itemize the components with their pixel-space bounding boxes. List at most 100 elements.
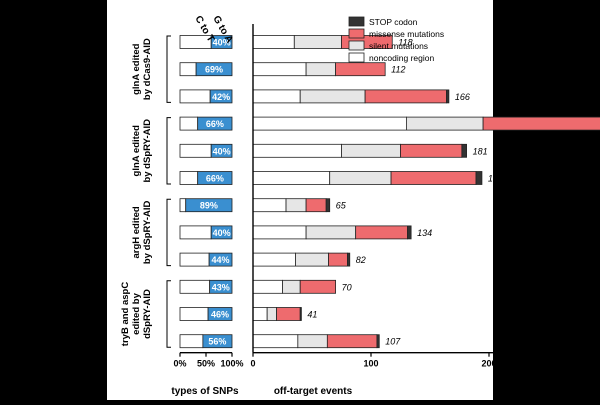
bar-missense (305, 198, 327, 213)
bar-noncoding (252, 89, 301, 104)
bar-noncoding (252, 171, 331, 185)
bar-total-label: 194 (488, 174, 503, 184)
bar-noncoding (252, 62, 307, 77)
bar-g-to-a (197, 116, 233, 131)
group-label-line: by dCas9-AID (142, 38, 153, 100)
bar-total-label: 65 (336, 201, 347, 211)
bar-missense (276, 307, 301, 321)
bar-missense (355, 225, 408, 240)
bar-missense (364, 89, 447, 104)
bar-noncoding (252, 279, 283, 294)
legend-label: noncoding region (369, 53, 434, 63)
legend-swatch (348, 16, 365, 27)
legend-swatch (348, 40, 365, 51)
legend-swatch (348, 28, 365, 39)
bar-label-g-to-a: 40% (213, 38, 231, 48)
bar-stop-codon (461, 143, 467, 158)
bar-stop-codon (299, 307, 302, 321)
bar-silent (285, 198, 307, 213)
bar-c-to-t (179, 116, 199, 131)
bar-missense (400, 143, 463, 158)
bar-label-g-to-a: 40% (213, 146, 231, 156)
bar-g-to-a (208, 252, 233, 267)
legend-label: STOP codon (369, 17, 418, 27)
bar-label-g-to-a: 40% (213, 228, 231, 238)
bar-total-label: 107 (385, 337, 401, 347)
x-tick-label-snp: 0% (173, 359, 186, 369)
bar-g-to-a (207, 307, 233, 321)
group-label-line: by dSpRY-AID (142, 201, 153, 265)
bar-total-label: 70 (342, 282, 352, 292)
group-bracket (166, 117, 171, 185)
bar-stop-codon (475, 171, 483, 185)
bar-silent (299, 89, 366, 104)
bar-label-g-to-a: 46% (211, 310, 229, 320)
bar-stop-codon (446, 89, 450, 104)
bar-silent (266, 307, 278, 321)
bar-g-to-a (185, 198, 233, 213)
bar-silent (305, 225, 357, 240)
bar-silent (305, 62, 337, 77)
group-label-line: dSpRY-AID (142, 289, 153, 339)
bar-c-to-t (179, 171, 199, 185)
bar-noncoding (252, 225, 307, 240)
bar-g-to-a (197, 171, 233, 185)
bar-missense (335, 62, 386, 77)
group-label-line: edited by (131, 292, 142, 334)
bar-c-to-t (179, 89, 211, 104)
bar-label-g-to-a: 66% (206, 119, 224, 129)
bar-silent (293, 35, 342, 49)
bar-c-to-t (179, 198, 187, 213)
group-label-line: argH edited (131, 206, 142, 258)
group-label-line: glnA edited (131, 125, 142, 177)
bar-noncoding (252, 143, 342, 158)
x-axis-label-snp-types: types of SNPs (171, 386, 239, 397)
bar-label-g-to-a: 69% (205, 65, 223, 75)
bar-noncoding (252, 252, 296, 267)
bar-total-label: 181 (473, 146, 488, 156)
bar-missense (328, 252, 348, 267)
bar-g-to-a (210, 35, 233, 49)
group-label-line: tryB and aspC (120, 282, 131, 347)
bar-total-label: 166 (455, 92, 470, 102)
group-bracket (166, 280, 171, 348)
bar-noncoding (252, 35, 295, 49)
bar-label-g-to-a: 43% (212, 282, 230, 292)
bar-total-label: 118 (398, 38, 412, 48)
x-tick-label-off-target: 100 (363, 359, 378, 369)
bar-stop-codon (346, 252, 351, 267)
bar-c-to-t (179, 143, 212, 158)
bar-stop-codon (325, 198, 331, 213)
x-tick-label-snp: 50% (197, 359, 215, 369)
bar-total-label: 82 (356, 255, 366, 265)
bar-g-to-a (210, 143, 233, 158)
legend-label: missense mutations (369, 29, 444, 39)
bar-silent (297, 334, 328, 349)
bar-c-to-t (179, 334, 204, 349)
bar-noncoding (252, 198, 287, 213)
x-tick-label-off-target: 200 (481, 359, 496, 369)
bar-total-label: 134 (417, 228, 432, 238)
bar-g-to-a (202, 334, 233, 349)
bar-silent (295, 252, 329, 267)
bar-label-g-to-a: 44% (212, 255, 230, 265)
bar-g-to-a (209, 89, 233, 104)
group-label-line: glnA edited (131, 43, 142, 95)
bar-missense (326, 334, 378, 349)
bar-c-to-t (179, 307, 209, 321)
bar-noncoding (252, 334, 299, 349)
bar-g-to-a (209, 279, 233, 294)
legend-label: silent mutations (369, 41, 428, 51)
bar-g-to-a (210, 225, 233, 240)
bar-silent (329, 171, 392, 185)
group-label-line: by dSpRY-AID (142, 119, 153, 183)
bar-label-g-to-a: 42% (212, 92, 230, 102)
x-axis-label-off-target: off-target events (274, 386, 353, 397)
bar-label-g-to-a: 56% (208, 337, 226, 347)
legend: STOP codon missense mutations silent mutat… (348, 16, 444, 63)
bar-missense (390, 171, 477, 185)
bar-stop-codon (407, 225, 412, 240)
